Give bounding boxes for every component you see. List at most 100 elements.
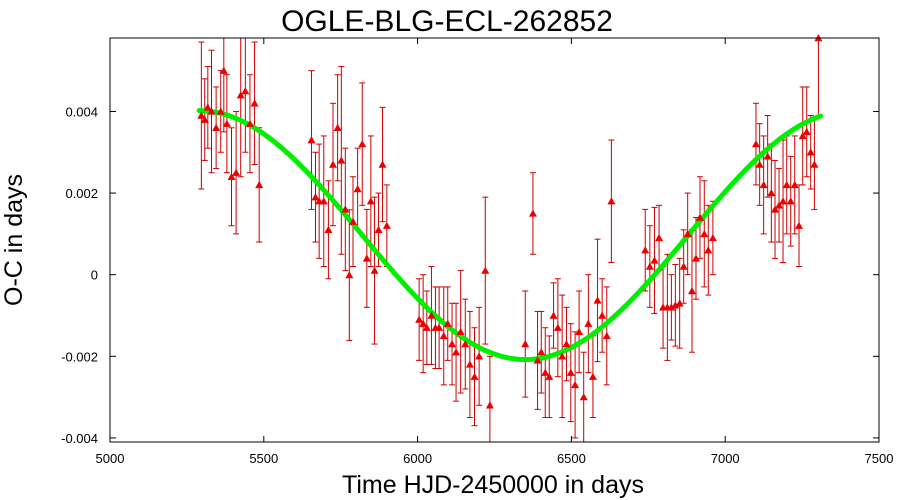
data-point xyxy=(307,136,316,144)
data-point xyxy=(443,319,452,327)
data-point xyxy=(216,107,225,115)
data-point xyxy=(593,296,602,304)
data-point xyxy=(537,348,546,356)
data-point xyxy=(456,327,465,336)
data-point xyxy=(790,180,799,189)
data-point xyxy=(751,140,760,148)
data-point xyxy=(341,205,350,213)
y-tick-label: 0 xyxy=(91,268,98,283)
data-point xyxy=(370,266,379,274)
x-tick-label: 7500 xyxy=(865,451,894,466)
data-point xyxy=(655,233,664,242)
data-point xyxy=(219,66,228,74)
data-point xyxy=(806,148,815,156)
x-tick-label: 6000 xyxy=(403,451,432,466)
data-point xyxy=(541,368,550,376)
y-tick-label: 0.002 xyxy=(65,186,98,201)
data-point xyxy=(798,131,807,140)
y-axis-title: O-C in days xyxy=(0,174,28,306)
data-point xyxy=(763,152,772,160)
data-point xyxy=(571,380,580,389)
data-point xyxy=(533,356,542,364)
data-point xyxy=(683,229,692,238)
data-point xyxy=(598,311,607,319)
data-point xyxy=(528,209,537,217)
y-tick-label: -0.004 xyxy=(61,431,98,446)
data-point xyxy=(700,229,709,238)
data-point xyxy=(802,127,811,136)
data-point xyxy=(553,323,562,331)
data-point xyxy=(324,225,333,233)
data-point xyxy=(419,319,428,327)
data-point xyxy=(212,123,221,131)
data-point xyxy=(650,256,659,264)
data-point xyxy=(382,221,391,229)
data-point xyxy=(422,323,431,331)
data-points xyxy=(197,34,823,409)
data-point xyxy=(333,123,342,131)
data-point xyxy=(481,266,490,274)
x-tick-label: 5500 xyxy=(249,451,278,466)
data-point xyxy=(704,246,713,254)
data-point xyxy=(203,103,212,111)
data-point xyxy=(545,372,554,380)
data-point xyxy=(779,197,788,205)
x-axis-title: Time HJD-2450000 in days xyxy=(342,471,644,499)
data-point xyxy=(227,172,236,180)
data-point xyxy=(521,340,530,348)
data-point xyxy=(562,340,571,348)
data-point xyxy=(452,348,461,356)
data-point xyxy=(200,115,209,123)
data-point xyxy=(374,225,383,233)
y-tick-label: 0.004 xyxy=(65,104,98,119)
data-point xyxy=(448,340,457,348)
data-point xyxy=(197,111,206,119)
data-point xyxy=(241,87,250,95)
axis-ticks: 5000 5500 6000 6500 7000 7500 -0.004 -0.002 0 0.0… xyxy=(61,38,893,466)
data-point xyxy=(579,393,588,401)
data-point xyxy=(465,360,474,368)
data-point xyxy=(435,323,444,331)
data-point xyxy=(782,180,791,189)
data-point xyxy=(786,197,795,205)
x-tick-label: 5000 xyxy=(96,451,125,466)
error-bars xyxy=(198,38,822,443)
data-point xyxy=(671,301,680,309)
fit-curve-group xyxy=(196,108,824,363)
data-point xyxy=(549,311,558,319)
data-point xyxy=(695,213,704,221)
data-point xyxy=(767,189,776,197)
data-point xyxy=(319,197,328,205)
data-point xyxy=(810,160,819,168)
data-point xyxy=(641,246,650,254)
data-point xyxy=(245,119,254,127)
data-point xyxy=(349,217,358,225)
data-point xyxy=(345,271,354,279)
plot-frame xyxy=(109,37,880,443)
data-point xyxy=(378,160,387,168)
data-point xyxy=(329,160,338,168)
data-point xyxy=(461,340,470,348)
data-point xyxy=(775,201,784,209)
data-point xyxy=(558,352,567,360)
data-point xyxy=(362,254,371,262)
data-point xyxy=(427,311,436,319)
data-point xyxy=(708,233,717,242)
data-point xyxy=(602,331,611,340)
data-point xyxy=(755,160,764,168)
data-point xyxy=(207,107,216,115)
data-point xyxy=(475,352,484,360)
fit-curve xyxy=(196,108,824,363)
data-point xyxy=(236,91,245,99)
data-point xyxy=(232,168,241,176)
data-point xyxy=(691,254,700,262)
data-point xyxy=(439,331,448,340)
data-point xyxy=(588,372,597,380)
x-tick-label: 6500 xyxy=(557,451,586,466)
chart-title: OGLE-BLG-ECL-262852 xyxy=(281,5,613,38)
data-point xyxy=(470,372,479,380)
data-point xyxy=(353,184,362,193)
data-point xyxy=(575,327,584,336)
data-point xyxy=(667,303,676,311)
data-point xyxy=(645,262,654,270)
